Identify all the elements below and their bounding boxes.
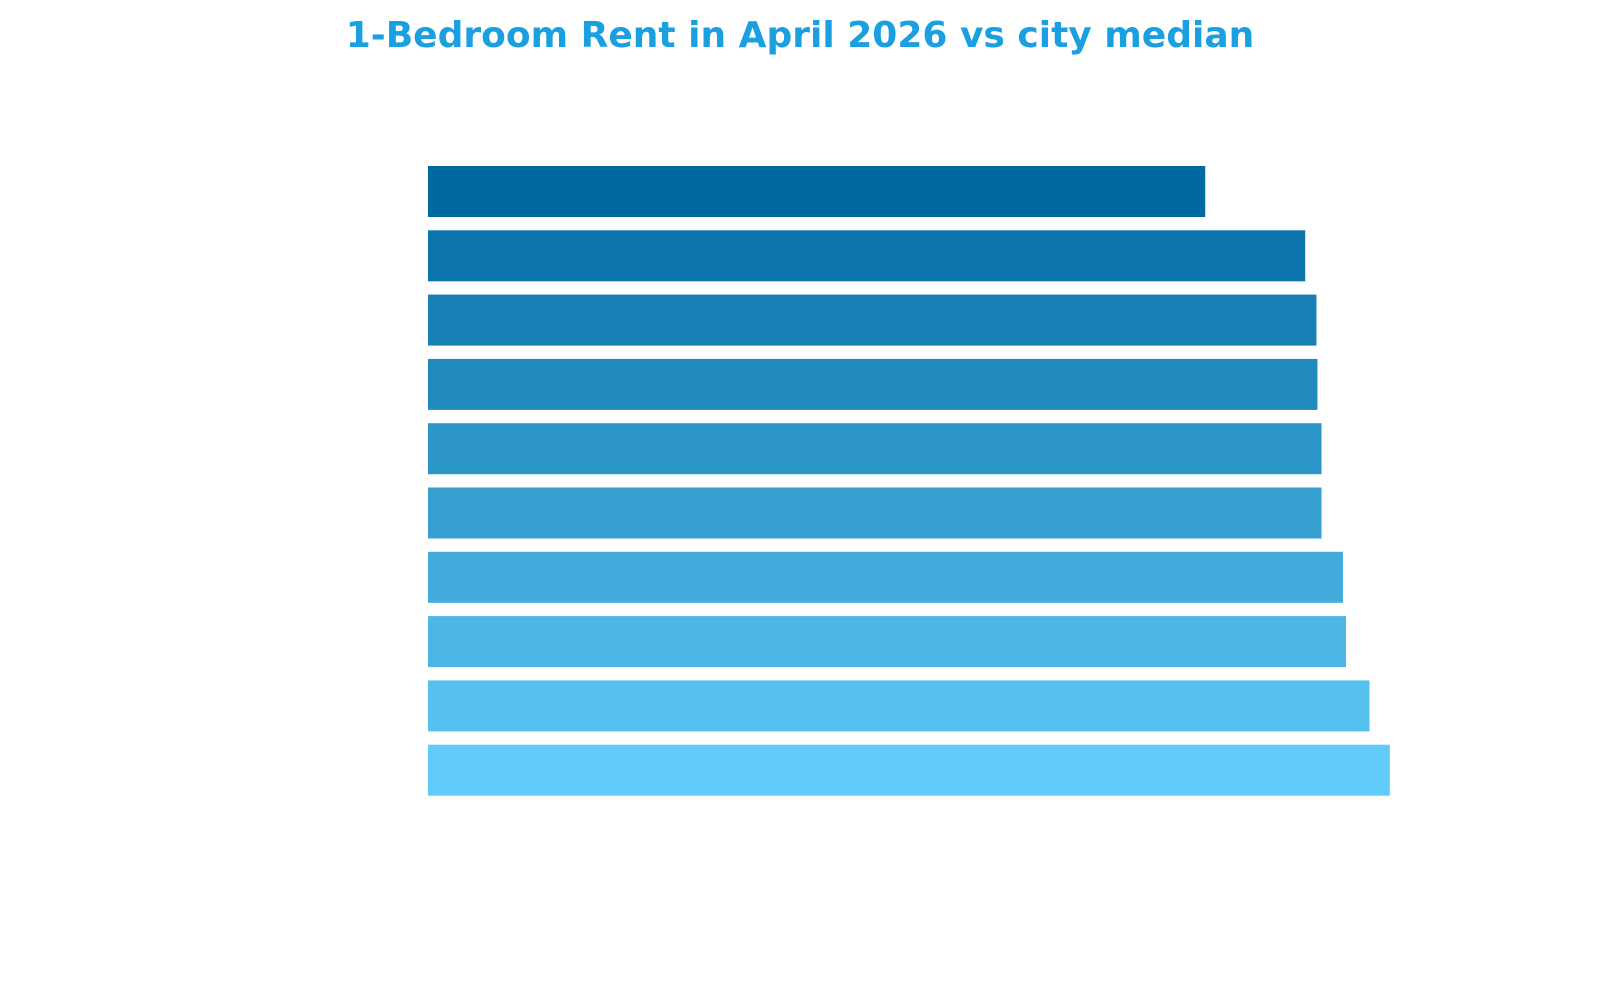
bar — [428, 744, 1390, 796]
bar — [428, 423, 1322, 475]
bar — [428, 230, 1306, 282]
bar — [428, 551, 1343, 603]
bar — [428, 166, 1206, 217]
bar — [428, 616, 1346, 668]
bar — [428, 487, 1322, 539]
chart-title: 1-Bedroom Rent in April 2026 vs city med… — [346, 15, 1255, 56]
bar — [428, 680, 1370, 732]
bar — [428, 358, 1318, 410]
bar — [428, 294, 1317, 346]
